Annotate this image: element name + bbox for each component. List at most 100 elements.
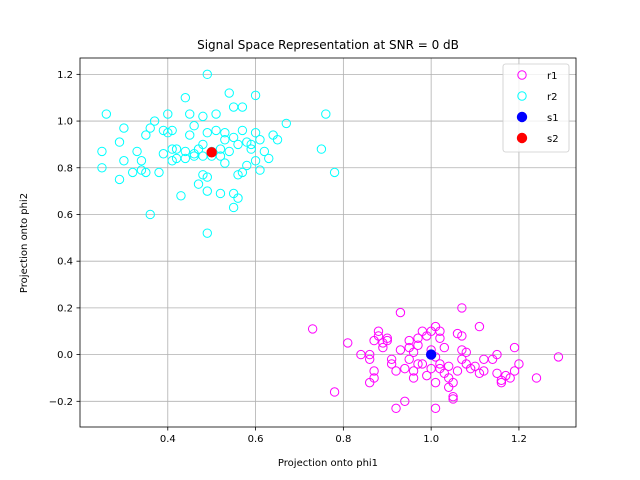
point-r1 (465, 363, 476, 374)
x-tick-label: 0.4 (160, 434, 176, 445)
point-r1 (413, 359, 423, 369)
point-r2 (220, 158, 230, 168)
point-r2 (180, 146, 191, 157)
y-tick-label: 1.2 (57, 70, 73, 81)
chart-title: Signal Space Representation at SNR = 0 d… (197, 38, 459, 52)
point-r1 (448, 377, 458, 388)
y-tick-label: 1.0 (57, 117, 73, 128)
point-r1 (413, 333, 423, 343)
point-r2 (127, 167, 138, 178)
y-axis-ticks: −0.2 0.0 0.2 0.4 0.6 0.8 1.0 1.2 (49, 70, 80, 408)
point-r2 (163, 128, 173, 138)
point-r1 (492, 349, 502, 360)
y-tick-label: 0.0 (57, 350, 73, 361)
point-r1 (430, 403, 441, 414)
data-points (97, 69, 564, 414)
point-r2 (255, 135, 265, 145)
point-r2 (233, 170, 243, 180)
point-r1 (452, 366, 463, 376)
point-r1 (461, 347, 471, 357)
point-r1 (435, 359, 445, 369)
point-r1 (457, 345, 467, 355)
point-r2 (185, 109, 195, 119)
point-r1 (479, 366, 489, 376)
point-r2 (237, 167, 248, 178)
point-r1 (369, 366, 379, 376)
legend-label-r2: r2 (547, 92, 557, 103)
point-r1 (382, 333, 392, 343)
legend-box (502, 63, 570, 153)
point-r2 (272, 135, 283, 145)
point-r2 (259, 146, 270, 157)
point-r2 (189, 121, 199, 131)
plot-frame (79, 57, 577, 428)
point-r1 (501, 370, 511, 381)
point-r2 (185, 130, 195, 140)
point-r1 (435, 326, 445, 336)
point-r2 (228, 202, 239, 213)
point-r2 (198, 139, 208, 150)
point-r1 (435, 333, 445, 343)
point-r2 (224, 146, 234, 157)
point-r2 (215, 188, 226, 199)
point-r1 (404, 354, 414, 364)
point-r2 (163, 109, 173, 119)
point-r2 (242, 137, 252, 147)
point-r1 (457, 303, 467, 313)
point-r1 (430, 377, 441, 388)
point-r2 (255, 165, 265, 175)
point-r2 (141, 130, 151, 140)
point-r1 (391, 403, 401, 414)
point-r2 (145, 209, 155, 220)
y-tick-label: 0.8 (57, 163, 73, 174)
point-r1 (386, 354, 397, 364)
point-r2 (215, 144, 226, 154)
point-r2 (167, 156, 177, 166)
point-r2 (136, 156, 147, 166)
point-r1 (444, 361, 454, 371)
point-r2 (211, 125, 221, 136)
point-r2 (250, 128, 261, 138)
legend: r1 r2 s1 s2 (502, 63, 570, 153)
point-r1 (505, 373, 515, 383)
x-tick-label: 1.0 (423, 434, 439, 445)
legend-label-r1: r1 (547, 71, 557, 82)
legend-label-s2: s2 (547, 134, 559, 145)
point-r2 (171, 153, 182, 164)
x-axis-ticks: 0.4 0.6 0.8 1.0 1.2 (160, 427, 527, 445)
point-r2 (167, 144, 177, 154)
point-r2 (136, 165, 147, 175)
point-r1 (452, 328, 463, 339)
point-r2 (114, 137, 125, 147)
y-tick-label: 0.4 (57, 257, 73, 268)
point-r2 (211, 109, 221, 119)
point-r1 (474, 368, 485, 378)
point-r2 (237, 102, 248, 112)
point-r2 (114, 174, 125, 185)
point-r2 (97, 146, 107, 157)
point-r2 (202, 186, 212, 196)
point-r1 (509, 366, 520, 376)
point-r1 (417, 359, 428, 369)
point-r2 (119, 156, 129, 166)
point-r2 (250, 90, 261, 101)
point-r1 (369, 373, 379, 383)
point-r2 (97, 163, 107, 173)
point-r1 (400, 363, 410, 374)
legend-marker-r1 (517, 70, 527, 80)
legend-marker-s2 (516, 132, 528, 144)
point-r2 (176, 191, 186, 201)
point-s1 (425, 349, 437, 360)
point-r2 (316, 144, 327, 154)
point-r1 (413, 340, 423, 350)
point-r2 (193, 179, 204, 189)
point-r1 (531, 373, 542, 383)
point-r2 (220, 135, 230, 145)
point-r2 (154, 167, 164, 178)
point-r1 (307, 324, 318, 334)
point-r1 (364, 349, 375, 360)
point-r1 (496, 377, 507, 388)
point-r1 (448, 394, 458, 404)
y-axis-label: Projection onto phi2 (19, 193, 30, 293)
point-r2 (101, 109, 112, 119)
